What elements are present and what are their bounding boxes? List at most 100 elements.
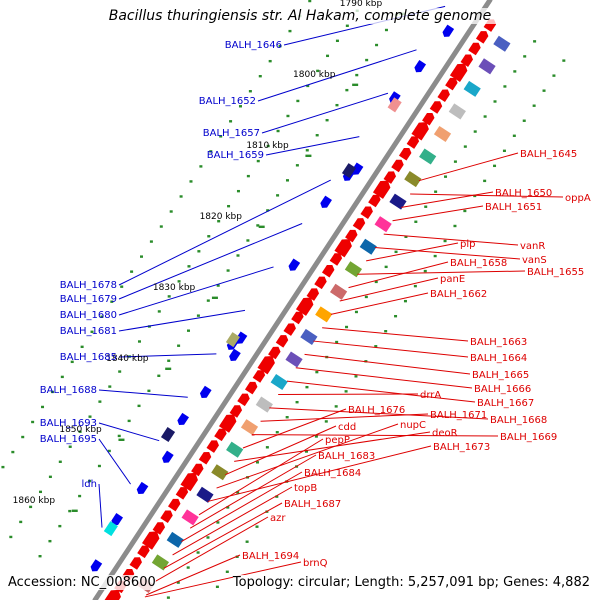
gene-box[interactable] — [166, 531, 184, 548]
forward-gene-arrow[interactable] — [287, 258, 301, 273]
reverse-gene-arrow[interactable] — [314, 274, 328, 290]
reverse-gene-arrow[interactable] — [352, 216, 367, 231]
reverse-gene-arrow[interactable] — [406, 134, 421, 149]
reverse-gene-label[interactable]: BALH_1668 — [490, 415, 547, 426]
forward-gene-arrow[interactable] — [160, 450, 174, 465]
forward-gene-arrow[interactable] — [176, 412, 189, 427]
forward-gene-arrow[interactable] — [135, 481, 149, 496]
reverse-gene-arrow[interactable] — [437, 87, 451, 103]
reverse-gene-arrow[interactable] — [244, 379, 259, 395]
reverse-gene-label[interactable]: BALH_1676 — [348, 405, 405, 416]
gene-box[interactable] — [240, 419, 259, 436]
forward-gene-arrow[interactable] — [234, 331, 248, 345]
forward-gene-label[interactable]: BALH_1681 — [60, 326, 117, 337]
forward-gene-arrow[interactable] — [227, 348, 241, 363]
forward-gene-label[interactable]: BALH_1657 — [203, 128, 260, 139]
forward-gene-label[interactable]: BALH_1688 — [40, 385, 97, 396]
forward-gene-arrow[interactable] — [350, 162, 364, 176]
reverse-gene-label[interactable]: vanS — [522, 255, 547, 266]
gene-box[interactable] — [389, 193, 407, 210]
gene-box[interactable] — [151, 554, 170, 571]
forward-gene-label[interactable]: BALH_1695 — [40, 434, 97, 445]
reverse-gene-arrow[interactable] — [218, 411, 239, 433]
reverse-gene-arrow[interactable] — [398, 146, 413, 161]
forward-gene-arrow[interactable] — [319, 195, 332, 210]
reverse-gene-label[interactable]: panE — [440, 274, 465, 285]
reverse-gene-label[interactable]: BALH_1658 — [450, 258, 507, 269]
reverse-gene-arrow[interactable] — [291, 309, 305, 325]
reverse-gene-arrow[interactable] — [295, 294, 316, 316]
reverse-gene-label[interactable]: topB — [294, 483, 317, 494]
forward-gene-arrow[interactable] — [387, 91, 401, 105]
forward-gene-label[interactable]: BALH_1679 — [60, 294, 117, 305]
reverse-gene-arrow[interactable] — [360, 204, 374, 219]
forward-gene-label[interactable]: BALH_1693 — [40, 418, 97, 429]
reverse-gene-arrow[interactable] — [129, 555, 144, 570]
gene-box[interactable] — [160, 427, 176, 443]
gene-box[interactable] — [211, 464, 229, 481]
reverse-gene-arrow[interactable] — [214, 426, 228, 442]
gene-box[interactable] — [341, 163, 357, 179]
reverse-gene-arrow[interactable] — [160, 508, 174, 524]
forward-gene-label[interactable]: BALH_1646 — [225, 40, 282, 51]
gene-box[interactable] — [478, 58, 496, 75]
gene-box[interactable] — [387, 97, 402, 113]
forward-gene-arrow[interactable] — [413, 60, 427, 74]
reverse-gene-arrow[interactable] — [142, 528, 162, 550]
reverse-gene-arrow[interactable] — [283, 321, 297, 336]
reverse-gene-label[interactable]: azr — [270, 513, 286, 524]
gene-box[interactable] — [344, 261, 363, 278]
gene-box[interactable] — [255, 396, 273, 413]
reverse-gene-label[interactable]: BALH_1666 — [474, 384, 531, 395]
reverse-gene-arrow[interactable] — [429, 99, 444, 114]
gene-box[interactable] — [300, 328, 318, 345]
reverse-gene-label[interactable]: brnQ — [303, 558, 328, 569]
reverse-gene-label[interactable]: BALH_1684 — [304, 468, 361, 479]
gene-box[interactable] — [196, 486, 214, 503]
forward-gene-label[interactable]: BALH_1659 — [207, 150, 264, 161]
reverse-gene-label[interactable]: BALH_1683 — [318, 451, 375, 462]
reverse-gene-label[interactable]: BALH_1664 — [470, 353, 527, 364]
reverse-gene-label[interactable]: cdd — [338, 422, 356, 433]
gene-box[interactable] — [404, 171, 422, 188]
reverse-gene-label[interactable]: BALH_1650 — [495, 188, 552, 199]
gene-box[interactable] — [419, 148, 437, 165]
reverse-gene-label[interactable]: BALH_1662 — [430, 289, 487, 300]
reverse-gene-label[interactable]: BALH_1669 — [500, 432, 557, 443]
forward-gene-arrow[interactable] — [110, 513, 124, 527]
reverse-gene-arrow[interactable] — [475, 29, 490, 44]
gene-box[interactable] — [433, 125, 452, 142]
reverse-gene-label[interactable]: BALH_1651 — [485, 202, 542, 213]
forward-gene-label[interactable]: ldh — [82, 479, 97, 490]
forward-gene-arrow[interactable] — [89, 559, 103, 573]
reverse-gene-label[interactable]: BALH_1655 — [527, 267, 584, 278]
reverse-gene-label[interactable]: vanR — [520, 241, 545, 252]
reverse-gene-arrow[interactable] — [103, 587, 124, 600]
reverse-gene-arrow[interactable] — [445, 75, 459, 91]
forward-gene-label[interactable]: BALH_1685 — [60, 352, 117, 363]
reverse-gene-arrow[interactable] — [449, 60, 470, 82]
reverse-gene-label[interactable]: pepP — [325, 435, 350, 446]
reverse-gene-label[interactable]: BALH_1645 — [520, 149, 577, 160]
reverse-gene-arrow[interactable] — [137, 543, 151, 559]
reverse-gene-arrow[interactable] — [468, 40, 482, 56]
reverse-gene-arrow[interactable] — [411, 119, 431, 141]
reverse-gene-arrow[interactable] — [252, 368, 267, 383]
gene-box[interactable] — [374, 216, 392, 233]
reverse-gene-label[interactable]: oppA — [565, 193, 591, 204]
reverse-gene-label[interactable]: BALH_1673 — [433, 442, 490, 453]
forward-gene-label[interactable]: BALH_1680 — [60, 310, 117, 321]
reverse-gene-label[interactable]: nupC — [400, 420, 426, 431]
gene-box[interactable] — [493, 35, 511, 52]
gene-box[interactable] — [448, 103, 466, 120]
reverse-gene-arrow[interactable] — [334, 236, 354, 258]
gene-box[interactable] — [225, 332, 240, 348]
gene-box[interactable] — [270, 374, 288, 391]
reverse-gene-label[interactable]: BALH_1671 — [430, 410, 487, 421]
reverse-gene-arrow[interactable] — [198, 450, 213, 465]
forward-gene-arrow[interactable] — [198, 385, 212, 400]
forward-gene-label[interactable]: BALH_1678 — [60, 280, 117, 291]
reverse-gene-arrow[interactable] — [175, 485, 190, 500]
gene-box[interactable] — [181, 509, 199, 526]
